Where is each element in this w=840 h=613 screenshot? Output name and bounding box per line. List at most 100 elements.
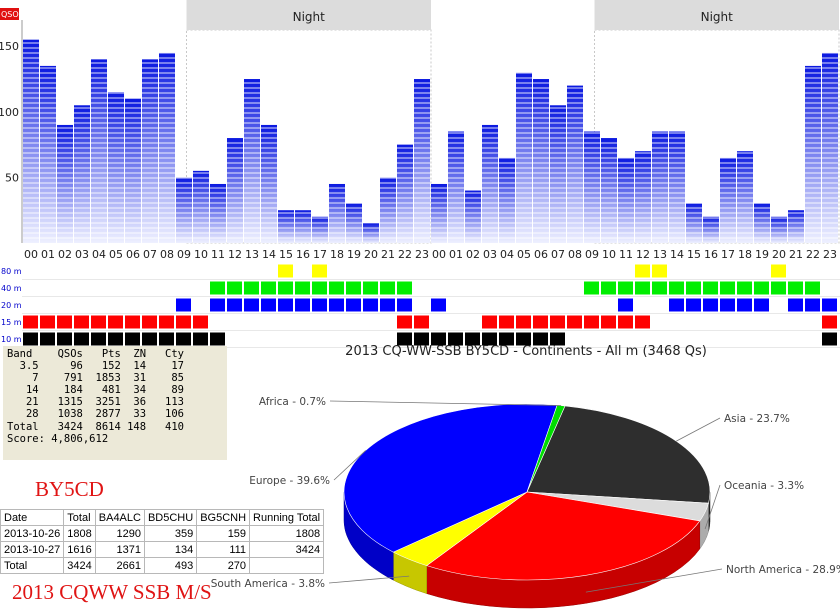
cell: 1616 bbox=[63, 541, 96, 558]
x-tick-label: 16 bbox=[296, 248, 310, 261]
bar bbox=[584, 131, 600, 243]
band-activity-cell bbox=[226, 297, 243, 313]
band-row-label: 10 m bbox=[1, 335, 22, 344]
band-activity-cell bbox=[481, 314, 498, 330]
col-bg5cnh: BG5CNH bbox=[196, 509, 251, 526]
cell: 359 bbox=[143, 525, 198, 542]
y-tick-label: 50 bbox=[5, 171, 19, 184]
table-row: 2013-10-26 1808 1290 359 159 1808 bbox=[0, 525, 325, 542]
x-tick-label: 18 bbox=[330, 248, 344, 261]
bar bbox=[754, 203, 770, 243]
band-row-label: 15 m bbox=[1, 318, 22, 327]
band-activity-cell bbox=[56, 331, 73, 347]
band-summary-row-28: 28 1038 2877 33 106 bbox=[7, 408, 185, 421]
band-activity-cell bbox=[736, 297, 753, 313]
bar bbox=[533, 79, 549, 243]
pie-leader-line bbox=[333, 450, 366, 481]
bar-fill bbox=[737, 151, 753, 243]
x-tick-label: 06 bbox=[126, 248, 140, 261]
bar bbox=[822, 52, 838, 244]
bar-fill bbox=[618, 157, 634, 243]
band-activity-cell bbox=[90, 331, 107, 347]
bar bbox=[261, 124, 277, 243]
cell bbox=[249, 557, 325, 574]
bar-fill bbox=[40, 65, 56, 243]
bar-fill bbox=[23, 39, 39, 244]
pie-label: Asia - 23.7% bbox=[724, 413, 790, 425]
col-running-total: Running Total bbox=[249, 509, 325, 526]
x-tick-label: 09 bbox=[177, 248, 191, 261]
score-line: Score: 4,806,612 bbox=[7, 432, 109, 445]
band-activity-cell bbox=[277, 263, 294, 279]
cell: 134 bbox=[143, 541, 198, 558]
col-total: Total bbox=[63, 509, 96, 526]
x-tick-label: 20 bbox=[364, 248, 378, 261]
cell: 111 bbox=[196, 541, 251, 558]
band-activity-cell bbox=[685, 297, 702, 313]
x-tick-label: 11 bbox=[211, 248, 225, 261]
band-activity-cell bbox=[651, 263, 668, 279]
band-activity-cell bbox=[379, 280, 396, 296]
bar-fill bbox=[499, 157, 515, 243]
band-summary-panel: Band QSOs Pts ZN Cty 3.5 96 152 14 17 7 … bbox=[3, 346, 227, 460]
pie-leader-line bbox=[328, 575, 410, 584]
band-activity-cell bbox=[73, 314, 90, 330]
daily-table: Date Total BA4ALC BD5CHU BG5CNH Running … bbox=[0, 509, 325, 574]
pie-slice bbox=[526, 405, 711, 504]
bar bbox=[176, 177, 192, 243]
contest-title: 2013 CQWW SSB M/S bbox=[12, 580, 212, 604]
qsos-badge bbox=[0, 8, 19, 20]
band-activity-cell bbox=[175, 331, 192, 347]
x-tick-label: 09 bbox=[585, 248, 599, 261]
band-activity-cell bbox=[362, 297, 379, 313]
band-activity-cell bbox=[498, 331, 515, 347]
x-tick-label: 11 bbox=[619, 248, 633, 261]
pie-slice bbox=[426, 491, 701, 581]
bar-fill bbox=[652, 131, 668, 243]
bar bbox=[108, 92, 124, 243]
band-row-label: 80 m bbox=[1, 267, 22, 276]
band-activity-cell bbox=[532, 314, 549, 330]
band-activity-cell bbox=[294, 297, 311, 313]
bar bbox=[414, 79, 430, 243]
bar bbox=[482, 124, 498, 243]
bar bbox=[40, 65, 56, 243]
band-activity-cell bbox=[328, 280, 345, 296]
band-activity-cell bbox=[362, 280, 379, 296]
x-tick-label: 21 bbox=[789, 248, 803, 261]
bar bbox=[193, 170, 209, 243]
pie-label: Africa - 0.7% bbox=[259, 396, 326, 408]
band-activity-cell bbox=[566, 314, 583, 330]
x-tick-label: 00 bbox=[432, 248, 446, 261]
band-activity-cell bbox=[209, 331, 226, 347]
bar bbox=[788, 210, 804, 243]
band-activity-cell bbox=[192, 331, 209, 347]
x-tick-label: 17 bbox=[721, 248, 735, 261]
x-tick-label: 23 bbox=[415, 248, 429, 261]
band-row-label: 20 m bbox=[1, 301, 22, 310]
band-activity-cell bbox=[753, 280, 770, 296]
bar bbox=[686, 203, 702, 243]
col-ba4alc: BA4ALC bbox=[94, 509, 145, 526]
band-activity-cell bbox=[311, 280, 328, 296]
band-activity-cell bbox=[464, 331, 481, 347]
x-tick-label: 08 bbox=[160, 248, 174, 261]
x-tick-label: 16 bbox=[704, 248, 718, 261]
cell: 493 bbox=[143, 557, 198, 574]
cell: 2013-10-27 bbox=[0, 541, 65, 558]
daily-table-header: Date Total BA4ALC BD5CHU BG5CNH Running … bbox=[0, 509, 325, 526]
band-activity-cell bbox=[583, 314, 600, 330]
bar-fill bbox=[448, 131, 464, 243]
band-activity-cell bbox=[702, 297, 719, 313]
bar-fill bbox=[635, 151, 651, 243]
band-activity-cell bbox=[549, 331, 566, 347]
x-tick-label: 01 bbox=[449, 248, 463, 261]
bar bbox=[295, 210, 311, 243]
bar bbox=[448, 131, 464, 243]
bar-fill bbox=[567, 85, 583, 244]
bar-fill bbox=[703, 216, 719, 243]
band-activity-cell bbox=[311, 297, 328, 313]
x-tick-label: 03 bbox=[483, 248, 497, 261]
band-activity-cell bbox=[804, 297, 821, 313]
bar bbox=[380, 177, 396, 243]
